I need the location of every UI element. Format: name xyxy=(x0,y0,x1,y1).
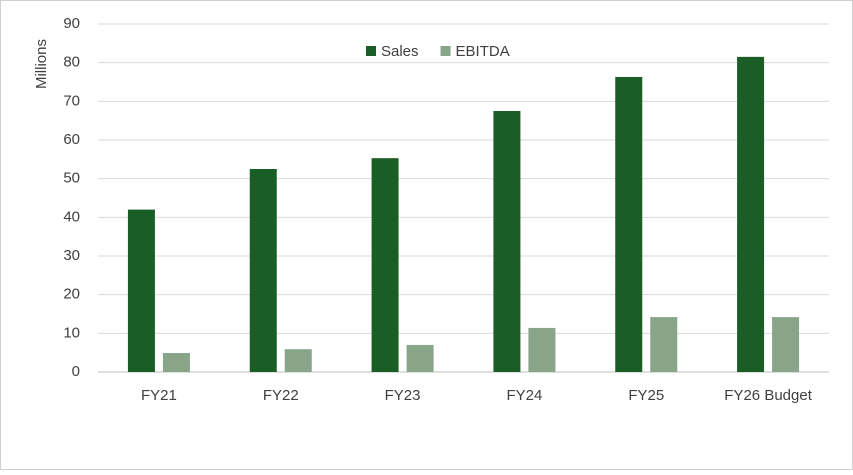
y-axis-label: Millions xyxy=(33,39,50,89)
y-tick-label: 40 xyxy=(63,208,80,225)
bar xyxy=(249,169,277,372)
y-tick-label: 70 xyxy=(63,92,80,109)
x-tick-label: FY23 xyxy=(385,387,421,404)
legend-label: Sales xyxy=(381,43,419,60)
bar xyxy=(284,349,312,372)
y-tick-label: 10 xyxy=(63,324,80,341)
x-tick-label: FY21 xyxy=(141,387,177,404)
y-tick-label: 90 xyxy=(63,15,80,32)
bar xyxy=(493,111,521,372)
y-tick-label: 0 xyxy=(72,363,80,380)
y-tick-label: 60 xyxy=(63,131,80,148)
x-tick-label: FY25 xyxy=(628,387,664,404)
bar xyxy=(127,209,155,372)
legend-swatch xyxy=(440,46,451,56)
bar xyxy=(528,327,556,372)
bar xyxy=(371,158,399,372)
y-tick-label: 80 xyxy=(63,54,80,71)
x-tick-label: FY24 xyxy=(506,387,542,404)
y-tick-label: 50 xyxy=(63,170,80,187)
bar xyxy=(650,317,678,372)
y-tick-label: 20 xyxy=(63,286,80,303)
bar xyxy=(406,344,434,372)
y-tick-label: 30 xyxy=(63,247,80,264)
x-tick-label: FY22 xyxy=(263,387,299,404)
legend-label: EBITDA xyxy=(456,43,510,60)
legend-swatch xyxy=(366,46,376,56)
x-tick-label: FY26 Budget xyxy=(724,387,812,404)
bar xyxy=(162,353,190,372)
bar xyxy=(737,56,765,372)
bar xyxy=(772,317,800,372)
bar xyxy=(615,76,643,373)
